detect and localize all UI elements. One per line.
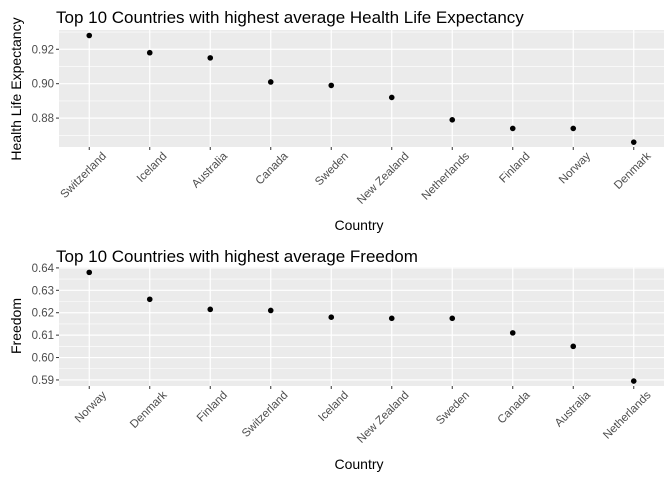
data-point: [630, 378, 637, 384]
x-tick-label: Iceland: [135, 150, 170, 185]
x-tick-label: Netherlands: [601, 389, 654, 442]
major-gridlines: [59, 267, 664, 386]
x-axis-title: Country: [334, 456, 383, 472]
data-point: [267, 307, 274, 314]
y-tick-label: 0.88: [32, 113, 54, 125]
minor-gridlines: [59, 31, 664, 136]
data-point: [570, 343, 577, 350]
data-point: [207, 306, 214, 313]
data-point: [388, 94, 395, 101]
x-tick-label: Finland: [195, 389, 230, 424]
y-tick-label: 0.60: [32, 353, 54, 365]
x-tick-label: Norway: [557, 150, 593, 186]
x-tick-label: Sweden: [434, 389, 472, 427]
x-tick-label: Norway: [73, 389, 109, 425]
y-tick-label: 0.63: [32, 285, 54, 297]
x-axis-title: Country: [334, 217, 383, 233]
data-point: [207, 55, 214, 61]
health-life-expectancy-chart: Top 10 Countries with highest average He…: [8, 8, 664, 233]
y-axis-title: Freedom: [8, 298, 24, 354]
y-tick-label: 0.61: [32, 330, 54, 342]
x-tick-label: Denmark: [612, 150, 654, 192]
data-point: [86, 32, 93, 39]
data-point: [146, 49, 153, 56]
chart-title: Top 10 Countries with highest average Fr…: [56, 247, 418, 266]
data-point: [449, 315, 456, 322]
x-tick-label: Denmark: [128, 389, 170, 431]
data-point: [509, 125, 516, 132]
x-tick-label: Canada: [496, 389, 533, 426]
x-tick-label: Sweden: [313, 150, 351, 188]
data-point: [328, 82, 335, 89]
data-point: [570, 125, 577, 132]
x-tick-label: New Zealand: [355, 389, 411, 445]
x-axis-ticks: Switzerland Iceland Australia Canada Sweden N…: [59, 147, 654, 207]
x-tick-label: Switzerland: [240, 389, 291, 440]
chart-title: Top 10 Countries with highest average He…: [56, 8, 524, 27]
x-tick-label: Canada: [254, 150, 291, 187]
y-axis-ticks: 0.59 0.60 0.61 0.62 0.63 0.64: [32, 263, 59, 387]
data-point: [146, 296, 153, 303]
x-axis-ticks: Norway Denmark Finland Switzerland Iceland Ne…: [73, 386, 654, 446]
data-points: [86, 32, 637, 145]
y-axis-title: Health Life Expectancy: [8, 17, 24, 160]
x-tick-label: New Zealand: [355, 150, 411, 206]
data-point: [86, 269, 93, 276]
freedom-chart: Top 10 Countries with highest average Fr…: [8, 247, 664, 472]
minor-gridlines: [59, 278, 664, 370]
data-point: [630, 139, 637, 145]
major-gridlines: [59, 30, 664, 147]
y-tick-label: 0.59: [32, 375, 54, 387]
x-tick-label: Finland: [497, 150, 532, 185]
y-axis-ticks: 0.88 0.90 0.92: [32, 44, 59, 125]
y-tick-label: 0.62: [32, 308, 54, 320]
data-point: [328, 314, 335, 320]
data-point: [449, 117, 456, 123]
data-point: [509, 330, 516, 336]
data-points: [86, 269, 637, 384]
y-tick-label: 0.64: [32, 263, 55, 275]
data-point: [267, 79, 274, 85]
y-tick-label: 0.92: [32, 44, 54, 56]
x-tick-label: Iceland: [316, 389, 351, 424]
x-tick-label: Australia: [190, 150, 231, 191]
y-tick-label: 0.90: [32, 79, 54, 91]
x-tick-label: Netherlands: [420, 150, 473, 203]
plot-panel: [59, 267, 664, 386]
x-tick-label: Switzerland: [59, 150, 110, 201]
data-point: [388, 315, 395, 322]
x-tick-label: Australia: [553, 389, 594, 430]
